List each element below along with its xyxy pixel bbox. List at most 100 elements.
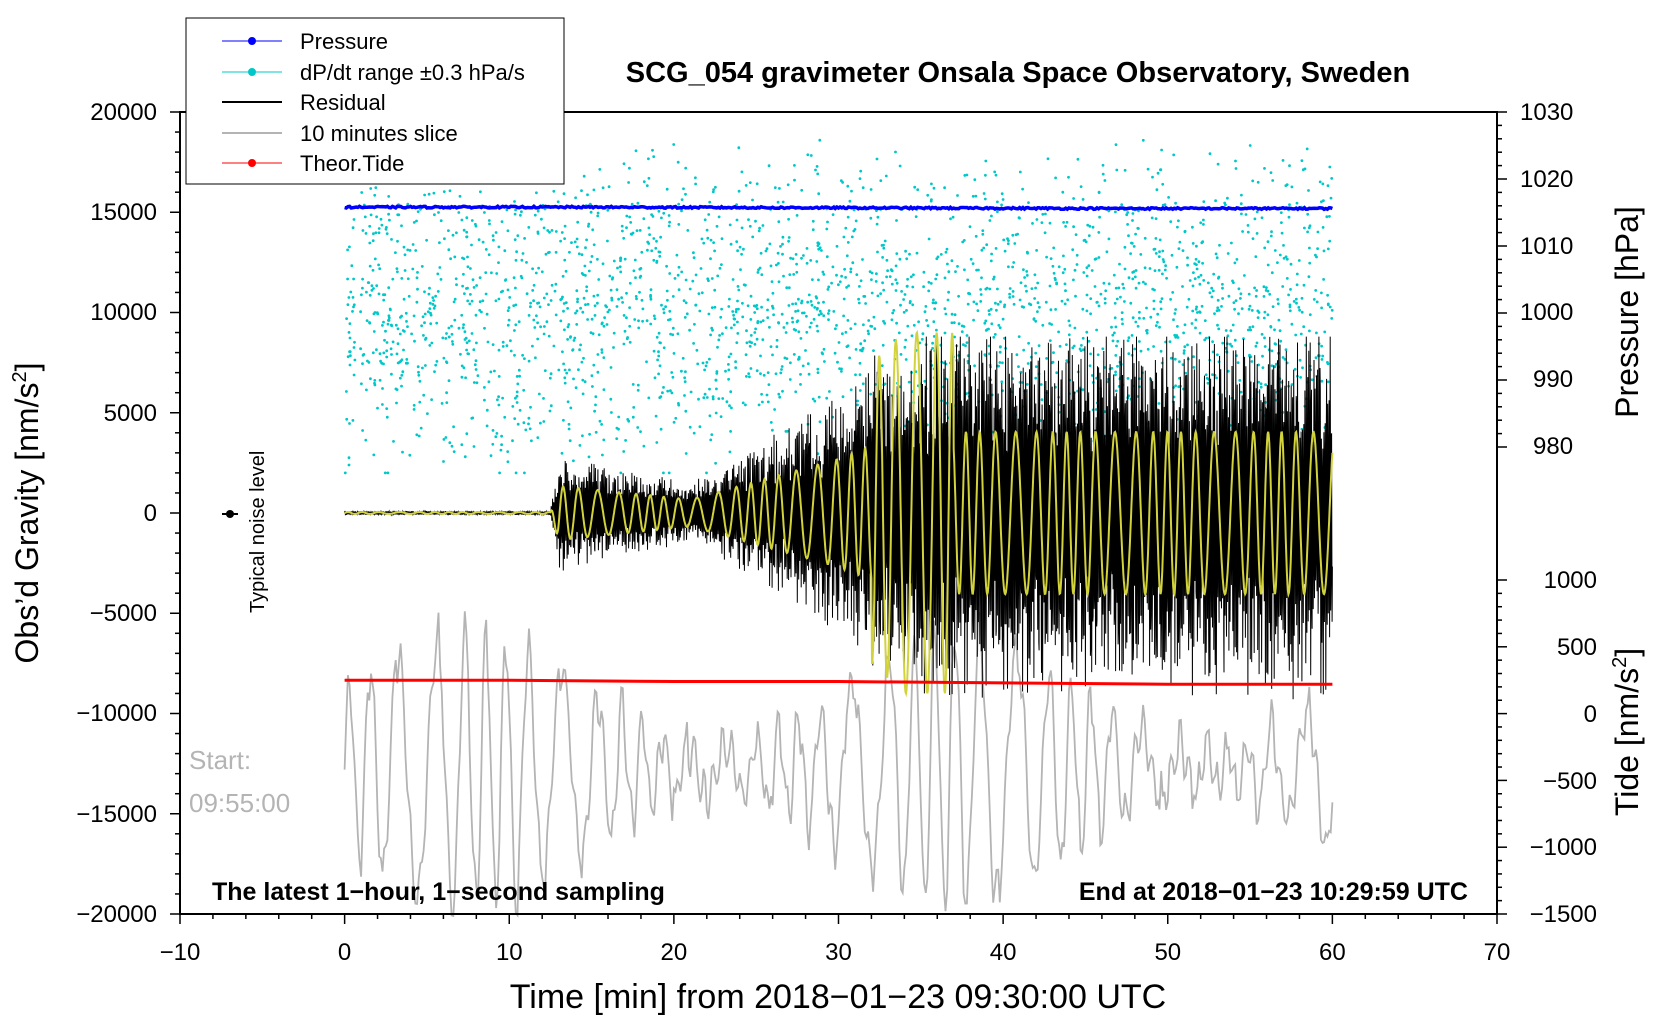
dpdt-point (868, 270, 872, 273)
dpdt-point (349, 290, 353, 294)
dpdt-point (1058, 344, 1062, 348)
dpdt-point (367, 281, 371, 284)
dpdt-point (950, 312, 954, 316)
dpdt-point (768, 325, 771, 329)
dpdt-point (427, 192, 431, 196)
dpdt-point (1240, 193, 1243, 197)
dpdt-point (420, 265, 424, 268)
dpdt-point (1200, 304, 1204, 308)
dpdt-point (1001, 198, 1005, 201)
dpdt-point (849, 327, 853, 330)
dpdt-point (1035, 249, 1038, 252)
dpdt-point (1127, 336, 1131, 340)
dpdt-point (1217, 308, 1221, 312)
dpdt-point (387, 286, 391, 290)
dpdt-point (815, 260, 819, 263)
dpdt-point (796, 319, 800, 323)
dpdt-point (394, 251, 397, 255)
dpdt-point (629, 221, 633, 224)
dpdt-point (385, 407, 389, 410)
dpdt-point (852, 229, 856, 233)
dpdt-point (802, 311, 806, 315)
dpdt-point (1025, 289, 1028, 293)
dpdt-point (1248, 144, 1252, 147)
dpdt-point (1269, 234, 1273, 238)
dpdt-point (601, 453, 604, 457)
dpdt-point (767, 164, 771, 168)
dpdt-point (548, 409, 552, 413)
dpdt-point (527, 359, 531, 363)
dpdt-point (1126, 377, 1130, 380)
dpdt-point (528, 427, 532, 431)
dpdt-point (1182, 351, 1186, 355)
dpdt-point (641, 319, 644, 323)
dpdt-point (554, 250, 558, 254)
dpdt-point (706, 236, 710, 240)
dpdt-point (608, 274, 612, 278)
dpdt-point (792, 353, 796, 356)
dpdt-point (974, 234, 978, 238)
dpdt-point (473, 363, 477, 367)
y-tick-labels: 20000 15000 10000 5000 0 −5000 −10000 −1… (76, 99, 157, 928)
dpdt-point (434, 294, 437, 298)
dpdt-point (590, 317, 594, 321)
dpdt-point (840, 274, 843, 278)
dpdt-point (706, 277, 710, 281)
dpdt-point (349, 354, 352, 357)
dpdt-point (388, 218, 391, 222)
dpdt-point (548, 376, 552, 380)
dpdt-point (352, 373, 356, 377)
dpdt-point (401, 329, 405, 332)
dpdt-point (1160, 297, 1164, 300)
dpdt-point (470, 243, 473, 247)
dpdt-point (592, 243, 596, 247)
dpdt-point (1246, 328, 1250, 332)
dpdt-point (515, 401, 519, 404)
dpdt-point (1114, 373, 1117, 377)
dpdt-point (623, 257, 627, 261)
dpdt-point (365, 290, 368, 294)
dpdt-point (411, 243, 415, 246)
dpdt-point (1221, 282, 1224, 286)
dpdt-point (872, 349, 875, 352)
dpdt-point (1126, 211, 1130, 214)
dpdt-point (445, 360, 448, 364)
dpdt-point (709, 438, 713, 442)
tide-axis-title: Tide [nm/s2] (1609, 648, 1645, 816)
dpdt-point (784, 430, 788, 433)
dpdt-point (895, 281, 899, 285)
dpdt-point (997, 364, 1000, 368)
dpdt-point (979, 293, 983, 296)
dpdt-point (906, 277, 909, 281)
dpdt-point (463, 292, 466, 295)
dpdt-point (640, 298, 644, 302)
dpdt-point (1055, 281, 1058, 285)
y-tick-label: 5000 (104, 400, 157, 427)
dpdt-point (651, 148, 654, 152)
dpdt-point (776, 200, 780, 204)
legend-label-residual: Residual (300, 90, 386, 115)
dpdt-point (1256, 309, 1260, 313)
dpdt-point (1049, 257, 1053, 260)
dpdt-point (1201, 240, 1205, 244)
dpdt-point (734, 360, 737, 364)
dpdt-point (755, 182, 759, 186)
dpdt-point (1103, 179, 1107, 182)
dpdt-point (451, 342, 455, 346)
dpdt-point (748, 181, 752, 185)
dpdt-point (655, 335, 659, 339)
dpdt-point (680, 198, 684, 202)
dpdt-point (1254, 255, 1258, 258)
dpdt-point (696, 362, 700, 366)
dpdt-point (705, 228, 709, 232)
dpdt-point (1204, 373, 1208, 377)
dpdt-point (1063, 282, 1067, 286)
dpdt-point (377, 263, 380, 267)
dpdt-point (1096, 353, 1100, 357)
dpdt-point (494, 231, 498, 234)
dpdt-point (966, 278, 970, 282)
dpdt-point (572, 459, 575, 463)
dpdt-point (1282, 256, 1286, 260)
dpdt-point (462, 228, 466, 232)
dpdt-point (1256, 180, 1260, 184)
